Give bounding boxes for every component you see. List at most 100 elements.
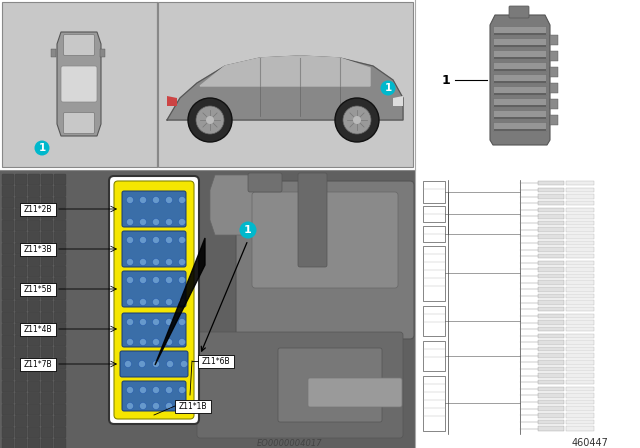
FancyBboxPatch shape bbox=[493, 63, 547, 72]
Bar bbox=[538, 280, 564, 285]
FancyBboxPatch shape bbox=[2, 381, 14, 392]
Bar bbox=[538, 267, 564, 271]
FancyBboxPatch shape bbox=[28, 404, 40, 415]
FancyBboxPatch shape bbox=[28, 277, 40, 289]
FancyBboxPatch shape bbox=[41, 185, 53, 197]
FancyBboxPatch shape bbox=[28, 243, 40, 254]
Bar bbox=[538, 387, 564, 391]
Circle shape bbox=[35, 141, 49, 155]
FancyBboxPatch shape bbox=[2, 439, 14, 448]
FancyBboxPatch shape bbox=[252, 192, 398, 288]
Text: 1: 1 bbox=[385, 83, 392, 93]
Bar bbox=[566, 181, 594, 185]
Bar bbox=[566, 406, 594, 411]
FancyBboxPatch shape bbox=[493, 111, 547, 120]
FancyBboxPatch shape bbox=[2, 370, 14, 380]
Circle shape bbox=[196, 106, 224, 134]
Bar bbox=[423, 226, 445, 242]
Bar bbox=[550, 115, 558, 125]
FancyBboxPatch shape bbox=[54, 392, 66, 404]
Text: Z11*1B: Z11*1B bbox=[179, 402, 207, 411]
FancyBboxPatch shape bbox=[28, 415, 40, 426]
Bar bbox=[198, 355, 234, 368]
Bar bbox=[538, 353, 564, 358]
Bar bbox=[538, 380, 564, 384]
FancyBboxPatch shape bbox=[28, 427, 40, 438]
FancyBboxPatch shape bbox=[122, 231, 186, 267]
Bar bbox=[2, 2, 157, 167]
FancyBboxPatch shape bbox=[54, 220, 66, 231]
FancyBboxPatch shape bbox=[298, 173, 327, 267]
FancyBboxPatch shape bbox=[114, 181, 194, 419]
FancyBboxPatch shape bbox=[509, 6, 529, 18]
Bar bbox=[566, 387, 594, 391]
FancyBboxPatch shape bbox=[2, 404, 14, 415]
FancyBboxPatch shape bbox=[54, 197, 66, 208]
FancyBboxPatch shape bbox=[2, 312, 14, 323]
FancyBboxPatch shape bbox=[15, 335, 27, 346]
Bar bbox=[538, 366, 564, 371]
Bar bbox=[538, 228, 564, 232]
Bar bbox=[538, 214, 564, 219]
Bar bbox=[538, 347, 564, 351]
FancyBboxPatch shape bbox=[41, 335, 53, 346]
Bar bbox=[538, 188, 564, 192]
Polygon shape bbox=[167, 56, 403, 120]
Bar bbox=[538, 406, 564, 411]
Bar bbox=[538, 254, 564, 258]
FancyBboxPatch shape bbox=[63, 34, 95, 56]
FancyBboxPatch shape bbox=[41, 404, 53, 415]
FancyBboxPatch shape bbox=[2, 254, 14, 266]
Bar bbox=[566, 188, 594, 192]
Bar bbox=[566, 353, 594, 358]
FancyBboxPatch shape bbox=[15, 323, 27, 335]
FancyBboxPatch shape bbox=[2, 301, 14, 311]
Circle shape bbox=[166, 258, 173, 266]
Text: Z11*2B: Z11*2B bbox=[24, 205, 52, 214]
FancyBboxPatch shape bbox=[15, 208, 27, 220]
Circle shape bbox=[179, 276, 186, 284]
FancyBboxPatch shape bbox=[248, 173, 282, 192]
FancyBboxPatch shape bbox=[28, 266, 40, 277]
Bar bbox=[566, 214, 594, 219]
FancyBboxPatch shape bbox=[54, 277, 66, 289]
Text: 1: 1 bbox=[38, 143, 45, 153]
FancyBboxPatch shape bbox=[197, 332, 403, 438]
Circle shape bbox=[140, 197, 147, 203]
FancyBboxPatch shape bbox=[122, 191, 186, 227]
Circle shape bbox=[127, 197, 134, 203]
FancyBboxPatch shape bbox=[120, 351, 188, 377]
FancyBboxPatch shape bbox=[54, 301, 66, 311]
FancyBboxPatch shape bbox=[41, 370, 53, 380]
Bar bbox=[550, 51, 558, 61]
Bar bbox=[20, 358, 56, 371]
FancyBboxPatch shape bbox=[15, 174, 27, 185]
Bar bbox=[538, 314, 564, 318]
Text: Z11*6B: Z11*6B bbox=[202, 357, 230, 366]
Bar bbox=[550, 67, 558, 77]
FancyBboxPatch shape bbox=[493, 122, 547, 132]
FancyBboxPatch shape bbox=[54, 439, 66, 448]
Bar bbox=[566, 280, 594, 285]
FancyBboxPatch shape bbox=[41, 277, 53, 289]
Circle shape bbox=[152, 339, 159, 345]
Circle shape bbox=[138, 361, 145, 367]
Circle shape bbox=[127, 387, 134, 393]
Bar bbox=[423, 246, 445, 301]
Bar bbox=[538, 294, 564, 298]
Circle shape bbox=[166, 298, 173, 306]
Circle shape bbox=[152, 237, 159, 244]
Text: EO0000004017: EO0000004017 bbox=[257, 439, 323, 448]
Circle shape bbox=[127, 402, 134, 409]
Polygon shape bbox=[210, 175, 260, 235]
Circle shape bbox=[353, 116, 361, 124]
Bar bbox=[566, 267, 594, 271]
FancyBboxPatch shape bbox=[2, 415, 14, 426]
FancyBboxPatch shape bbox=[63, 112, 95, 134]
Text: 1: 1 bbox=[441, 73, 450, 86]
Bar bbox=[0, 170, 415, 448]
Bar bbox=[20, 243, 56, 256]
Circle shape bbox=[127, 237, 134, 244]
Bar bbox=[538, 287, 564, 292]
Circle shape bbox=[179, 387, 186, 393]
